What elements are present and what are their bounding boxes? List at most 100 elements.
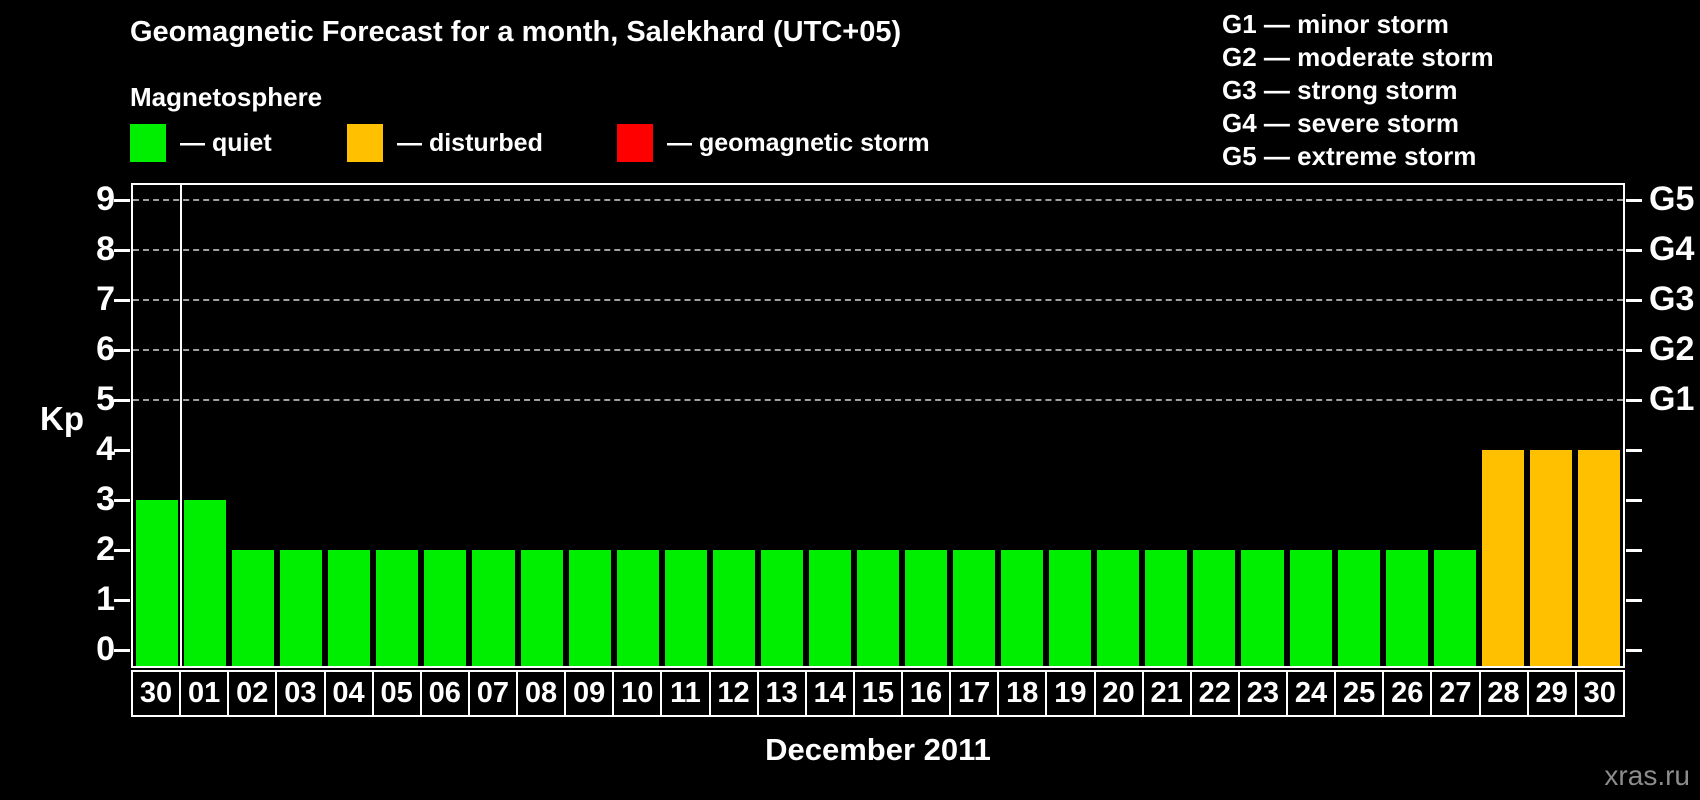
kp-bar-21-day-21 — [1145, 550, 1188, 666]
kp-bar-20-day-20 — [1097, 550, 1140, 666]
left-tick-3 — [114, 499, 130, 502]
left-tick-6 — [114, 349, 130, 352]
g-legend-item-2: G2 — moderate storm — [1222, 42, 1494, 72]
left-tick-7 — [114, 299, 130, 302]
gridline-kp5 — [133, 399, 1623, 401]
kp-bar-12-day-12 — [712, 550, 755, 666]
kp-bar-30-day-30 — [1577, 450, 1620, 666]
g-axis-label-G4: G4 — [1649, 230, 1695, 268]
kp-bar-9-day-09 — [568, 550, 611, 666]
legend-item-quiet: — quiet — [130, 124, 347, 162]
day-label-8-08: 08 — [516, 670, 567, 717]
ytick-label-8: 8 — [96, 230, 115, 268]
gridline-kp6 — [133, 349, 1623, 351]
chart-title: Geomagnetic Forecast for a month, Salekh… — [130, 16, 902, 48]
legend-label-storm: — geomagnetic storm — [667, 128, 930, 157]
g-legend-item-5: G5 — extreme storm — [1222, 141, 1477, 171]
quiet-swatch — [130, 124, 166, 162]
g-axis-label-G2: G2 — [1649, 330, 1695, 368]
kp-bar-19-day-19 — [1049, 550, 1092, 666]
day-label-27-27: 27 — [1430, 670, 1481, 717]
day-label-21-21: 21 — [1141, 670, 1192, 717]
day-label-17-17: 17 — [949, 670, 1000, 717]
magnetosphere-subtitle: Magnetosphere — [130, 82, 323, 112]
legend-item-disturbed: — disturbed — [347, 124, 617, 162]
kp-bar-18-day-18 — [1001, 550, 1044, 666]
day-label-28-28: 28 — [1478, 670, 1529, 717]
g-axis-label-G1: G1 — [1649, 380, 1695, 418]
left-tick-0 — [114, 649, 130, 652]
x-axis-title: December 2011 — [765, 732, 991, 767]
legend-label-disturbed: — disturbed — [397, 128, 543, 157]
day-label-16-16: 16 — [901, 670, 952, 717]
ytick-label-7: 7 — [96, 280, 115, 318]
left-tick-5 — [114, 399, 130, 402]
day-label-1-01: 01 — [179, 670, 230, 717]
kp-bar-10-day-10 — [616, 550, 659, 666]
day-label-29-29: 29 — [1526, 670, 1577, 717]
kp-bar-22-day-22 — [1193, 550, 1236, 666]
kp-bar-7-day-07 — [472, 550, 515, 666]
kp-bar-27-day-27 — [1433, 550, 1476, 666]
ytick-label-2: 2 — [96, 530, 115, 568]
day-label-24-24: 24 — [1286, 670, 1337, 717]
g-legend-item-4: G4 — severe storm — [1222, 108, 1460, 138]
kp-bar-11-day-11 — [664, 550, 707, 666]
magnetosphere-legend: — quiet — disturbed — geomagnetic storm — [130, 124, 930, 162]
kp-bar-14-day-14 — [808, 550, 851, 666]
day-label-15-15: 15 — [852, 670, 903, 717]
ytick-label-4: 4 — [96, 430, 115, 468]
day-label-14-14: 14 — [804, 670, 855, 717]
legend-item-storm: — geomagnetic storm — [617, 124, 930, 162]
g-legend-item-1: G1 — minor storm — [1222, 9, 1449, 39]
ytick-label-5: 5 — [96, 380, 115, 418]
kp-bar-26-day-26 — [1385, 550, 1428, 666]
kp-bar-16-day-16 — [905, 550, 948, 666]
day-label-25-25: 25 — [1334, 670, 1385, 717]
g-legend-item-3: G3 — strong storm — [1222, 75, 1458, 105]
ytick-label-3: 3 — [96, 480, 115, 518]
kp-bar-4-day-04 — [328, 550, 371, 666]
day-label-18-18: 18 — [997, 670, 1048, 717]
kp-bar-0-day-30 — [136, 500, 179, 666]
left-tick-2 — [114, 549, 130, 552]
kp-bar-28-day-28 — [1481, 450, 1524, 666]
right-tick-5 — [1626, 399, 1642, 402]
day-axis: 30 01 02 03 04 05 06 07 08 09 10 11 12 13 14 15 16 17 18 19… — [131, 670, 1625, 717]
disturbed-swatch — [347, 124, 383, 162]
kp-bar-8-day-08 — [520, 550, 563, 666]
right-tick-9 — [1626, 199, 1642, 202]
day-label-13-13: 13 — [756, 670, 807, 717]
day-label-22-22: 22 — [1189, 670, 1240, 717]
right-tick-6 — [1626, 349, 1642, 352]
right-tick-8 — [1626, 249, 1642, 252]
day-label-6-06: 06 — [419, 670, 470, 717]
day-label-10-10: 10 — [612, 670, 663, 717]
kp-bar-25-day-25 — [1337, 550, 1380, 666]
day-label-0-30: 30 — [131, 670, 182, 717]
kp-bar-29-day-29 — [1529, 450, 1572, 666]
g-scale-legend: G1 — minor storm G2 — moderate storm G3 — … — [1222, 8, 1494, 173]
plot-area: 0 1 2 3 4 5 6 7 8 9 G1 G2 G3 G4 G5 — [96, 180, 1694, 668]
ytick-label-6: 6 — [96, 330, 115, 368]
right-tick-3 — [1626, 499, 1642, 502]
day-label-23-23: 23 — [1237, 670, 1288, 717]
kp-bar-23-day-23 — [1241, 550, 1284, 666]
y-axis-title: Kp — [40, 400, 84, 437]
gridline-kp7 — [133, 299, 1623, 301]
day-label-26-26: 26 — [1382, 670, 1433, 717]
kp-bar-6-day-06 — [424, 550, 467, 666]
legend-label-quiet: — quiet — [180, 128, 272, 157]
ytick-label-1: 1 — [96, 580, 115, 618]
left-tick-8 — [114, 249, 130, 252]
right-tick-4 — [1626, 449, 1642, 452]
right-tick-0 — [1626, 649, 1642, 652]
gridline-kp8 — [133, 249, 1623, 251]
left-tick-9 — [114, 199, 130, 202]
g-axis-label-G5: G5 — [1649, 180, 1695, 218]
kp-bar-1-day-01 — [184, 500, 227, 666]
kp-bar-24-day-24 — [1289, 550, 1332, 666]
day-label-11-11: 11 — [660, 670, 711, 717]
left-tick-1 — [114, 599, 130, 602]
kp-bar-5-day-05 — [376, 550, 419, 666]
